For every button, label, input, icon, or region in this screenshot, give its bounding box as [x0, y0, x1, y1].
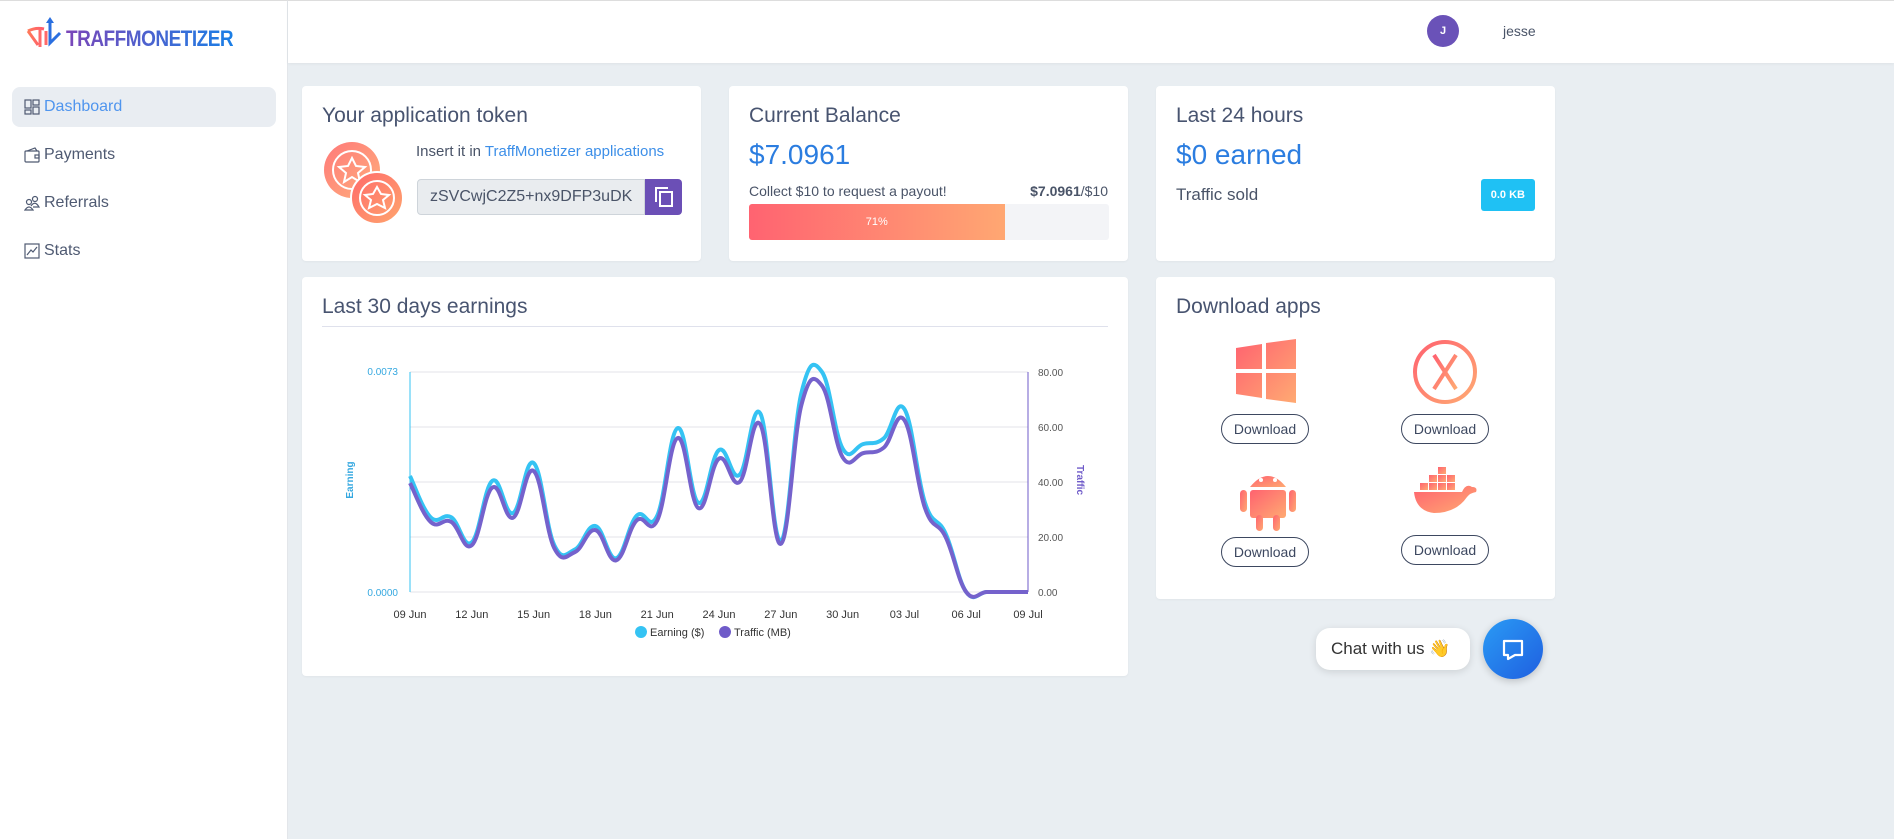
card-title: Current Balance [749, 104, 901, 127]
token-input[interactable]: zSVCwjC2Z5+nx9DFP3uDK [417, 179, 645, 215]
chat-button[interactable] [1483, 619, 1543, 679]
token-card: Your application token Insert it in Traf… [302, 86, 701, 261]
wallet-icon [24, 147, 40, 163]
sidebar-item-label: Payments [44, 146, 116, 163]
card-title: Download apps [1176, 295, 1321, 318]
token-field-group: zSVCwjC2Z5+nx9DFP3uDK [417, 179, 682, 215]
card-title: Last 30 days earnings [322, 295, 528, 318]
sidebar-item-stats[interactable]: Stats [12, 231, 276, 271]
sidebar-item-payments[interactable]: Payments [12, 135, 276, 175]
sidebar-item-label: Stats [44, 242, 81, 259]
download-macos-button[interactable]: Download [1401, 414, 1489, 444]
earned-amount: $0 earned [1176, 139, 1303, 170]
token-instructions: Insert it in TraffMonetizer applications [416, 143, 664, 160]
balance-amount: $7.0961 [749, 139, 851, 170]
traffic-badge: 0.0 KB [1480, 179, 1535, 211]
avatar[interactable]: J [1427, 15, 1459, 47]
divider [322, 326, 1108, 327]
progress-text: $7.0961/$10 [1030, 183, 1108, 199]
chat-bubble[interactable]: Chat with us 👋 [1316, 628, 1470, 670]
chart-icon [24, 243, 40, 259]
sidebar-item-dashboard[interactable]: Dashboard [12, 87, 276, 127]
sidebar: TRAFFMONETIZER Dashboard Payments Referr… [0, 0, 288, 839]
download-android-button[interactable]: Download [1221, 537, 1309, 567]
earnings-chart-card: Last 30 days earnings [302, 277, 1128, 676]
sidebar-item-label: Referrals [44, 194, 109, 211]
sidebar-item-label: Dashboard [44, 98, 123, 115]
copy-button[interactable] [645, 179, 682, 215]
user-menu[interactable]: J jesse [1427, 15, 1536, 47]
sidebar-item-referrals[interactable]: Referrals [12, 183, 276, 223]
payout-progress-bar: 71% [749, 204, 1109, 240]
payout-hint: Collect $10 to request a payout! [749, 183, 947, 199]
balance-card: Current Balance $7.0961 Collect $10 to r… [729, 86, 1128, 261]
last-24-hours-card: Last 24 hours $0 earned Traffic sold 0.0… [1156, 86, 1555, 261]
download-docker-button[interactable]: Download [1401, 535, 1489, 565]
windows-icon [1236, 339, 1296, 403]
card-title: Your application token [322, 104, 528, 127]
dashboard-icon [24, 99, 40, 115]
logo[interactable]: TRAFFMONETIZER [26, 17, 234, 52]
users-icon [24, 195, 40, 211]
progress-target: /$10 [1080, 183, 1108, 199]
traffic-label: Traffic sold [1176, 185, 1259, 204]
top-bar [288, 0, 1894, 63]
docker-icon [1414, 467, 1477, 513]
progress-current: $7.0961 [1030, 183, 1081, 199]
username[interactable]: jesse [1503, 23, 1536, 39]
card-title: Last 24 hours [1176, 104, 1304, 127]
sidebar-nav: Dashboard Payments Referrals Stats [12, 87, 276, 279]
applications-link[interactable]: TraffMonetizer applications [484, 143, 665, 160]
macos-x-icon [1413, 340, 1477, 404]
android-icon [1240, 476, 1296, 531]
download-windows-button[interactable]: Download [1221, 414, 1309, 444]
chat-icon [1502, 639, 1524, 661]
coins-icon [324, 142, 402, 225]
insert-text: Insert it in [416, 143, 485, 160]
download-apps-card: Download apps Download Download Download… [1156, 277, 1555, 599]
logo-icon [26, 17, 62, 47]
logo-text: TRAFFMONETIZER [66, 27, 234, 52]
copy-icon [654, 187, 673, 207]
progress-fill: 71% [749, 204, 1005, 240]
